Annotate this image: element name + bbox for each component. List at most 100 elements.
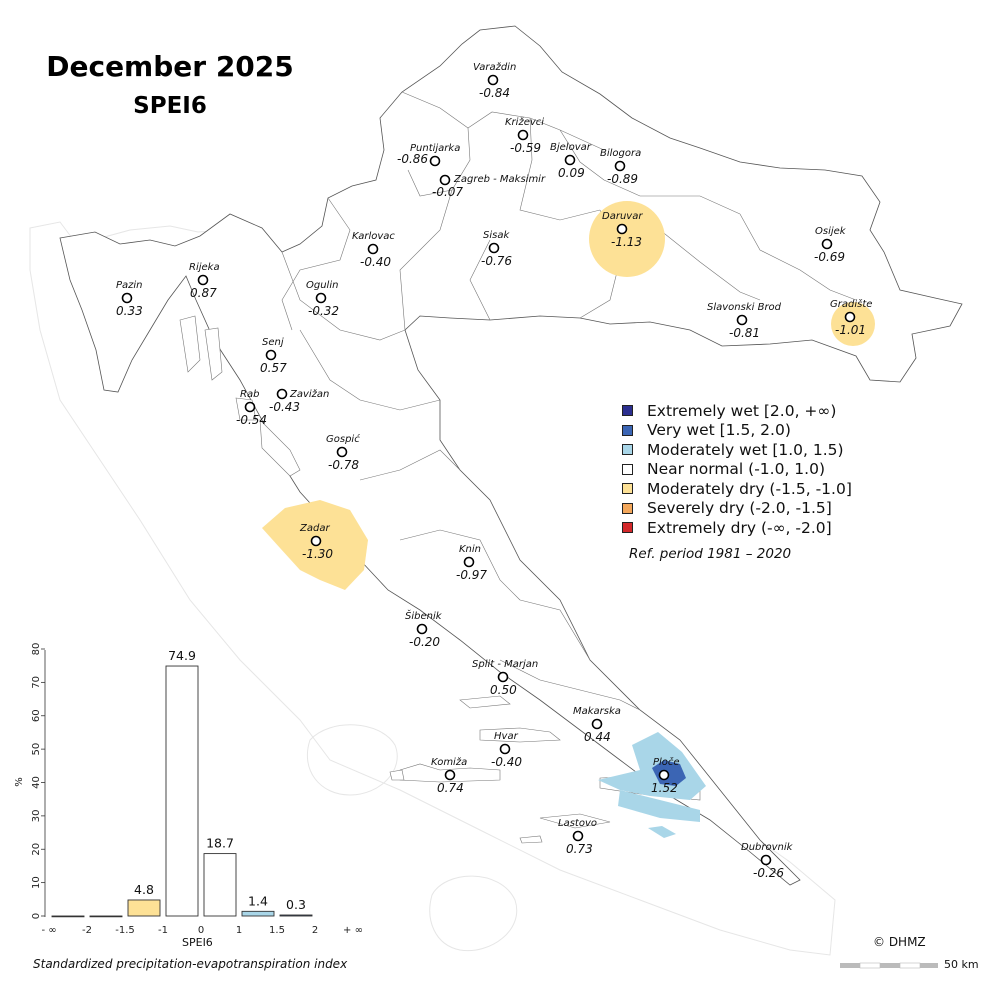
station-marker	[463, 556, 475, 568]
station-marker	[315, 292, 327, 304]
station: Križevci -0.59	[505, 116, 544, 155]
map-subtitle: SPEI6	[133, 93, 207, 119]
station-name: Gospić	[326, 433, 360, 445]
station-value: -0.59	[510, 141, 541, 155]
station: Rijeka 0.87	[189, 262, 220, 300]
station: Makarska 0.44	[573, 706, 621, 744]
station: Senj 0.57	[260, 337, 287, 375]
station-marker	[497, 671, 509, 683]
station-value: -0.43	[269, 400, 300, 414]
station-marker	[444, 769, 456, 781]
spei-zones	[262, 201, 875, 838]
station-marker	[276, 388, 288, 400]
legend-swatch	[622, 424, 633, 436]
station-value: -0.78	[328, 458, 359, 472]
legend-item: Near normal (-1.0, 1.0)	[622, 460, 852, 480]
station-value: 0.87	[190, 286, 217, 300]
legend-label: Near normal (-1.0, 1.0)	[647, 460, 826, 479]
station: Gospić -0.78	[326, 433, 360, 472]
station-marker	[416, 623, 428, 635]
station-marker	[197, 274, 209, 286]
station-value: 0.74	[437, 781, 464, 795]
station-name: Lastovo	[558, 818, 597, 829]
station-value: -0.54	[236, 413, 267, 427]
station-name: Bjelovar	[550, 142, 592, 153]
legend-swatch	[622, 405, 633, 417]
scale-bar-label: 50 km	[944, 958, 979, 971]
copyright: © DHMZ	[873, 935, 926, 949]
station-name: Križevci	[505, 116, 544, 128]
station: Gradište -1.01	[830, 298, 872, 337]
legend-item: Extremely wet [2.0, +∞)	[622, 401, 852, 421]
legend-item: Very wet [1.5, 2.0)	[622, 421, 852, 441]
station-value: 0.50	[490, 683, 517, 697]
hist-xtick-label: 0	[198, 925, 204, 936]
station-value: -0.26	[753, 866, 784, 880]
station-marker	[760, 854, 772, 866]
station-value: -1.01	[835, 323, 866, 337]
station-marker	[336, 446, 348, 458]
station-value: -0.97	[456, 568, 487, 582]
station-value: 0.57	[260, 361, 287, 375]
station-name: Slavonski Brod	[707, 302, 782, 313]
station-marker	[591, 718, 603, 730]
legend-label: Very wet [1.5, 2.0)	[647, 421, 791, 440]
station: Bjelovar 0.09	[550, 142, 592, 180]
station-name: Komiža	[431, 756, 467, 768]
station-name: Ogulin	[306, 280, 338, 291]
station: Ogulin -0.32	[306, 280, 339, 318]
station-marker	[488, 242, 500, 254]
station-marker	[265, 349, 277, 361]
hist-ytick-label: 10	[31, 876, 42, 889]
legend-swatch	[622, 522, 633, 534]
legend: Extremely wet [2.0, +∞) Very wet [1.5, 2.…	[622, 401, 852, 538]
county-borders	[281, 91, 857, 711]
sea-island-outline-south	[429, 875, 518, 952]
station-name: Ploče	[653, 756, 680, 768]
station-marker	[429, 155, 441, 167]
hist-bar-label: 1.4	[248, 893, 268, 908]
hist-bar	[165, 665, 199, 917]
station-value: 1.52	[651, 781, 678, 795]
hist-xtick-label: + ∞	[343, 925, 363, 936]
sea-island-outline	[306, 724, 398, 796]
station: Pazin 0.33	[116, 280, 143, 318]
station-marker	[487, 74, 499, 86]
station-name: Rijeka	[189, 262, 220, 273]
station-name: Osijek	[815, 226, 847, 237]
hist-xtick-label: -2	[82, 925, 92, 936]
legend-item: Extremely dry (-∞, -2.0]	[622, 518, 852, 538]
legend-swatch	[622, 483, 633, 495]
station: Bilogora -0.89	[600, 148, 641, 186]
station-value: -0.84	[479, 86, 510, 100]
hist-xtick-label: -1	[158, 925, 168, 936]
station-value: -0.69	[814, 250, 845, 264]
station-marker	[367, 243, 379, 255]
station-name: Pazin	[116, 280, 143, 291]
ref-period: Ref. period 1981 – 2020	[629, 546, 792, 562]
station: Hvar -0.40	[491, 731, 522, 769]
station: Dubrovnik -0.26	[741, 842, 794, 880]
station-name: Gradište	[830, 298, 872, 310]
hist-ytick-label: 80	[31, 643, 42, 656]
station-name: Hvar	[494, 731, 519, 742]
legend-item: Moderately dry (-1.5, -1.0]	[622, 479, 852, 499]
station: Lastovo 0.73	[558, 818, 597, 856]
station-name: Zagreb - Maksimir	[453, 174, 546, 185]
hist-subtitle: Standardized precipitation-evapotranspir…	[33, 957, 348, 971]
station-marker	[564, 154, 576, 166]
station-marker	[121, 292, 133, 304]
station-value: -1.13	[611, 235, 642, 249]
hist-ytick-label: 20	[31, 843, 42, 856]
station: Komiža 0.74	[431, 756, 467, 795]
station-value: -0.40	[360, 255, 391, 269]
station: Split - Marjan 0.50	[472, 659, 538, 697]
station-name: Sisak	[483, 230, 510, 241]
station: Šibenik -0.20	[405, 609, 443, 649]
legend-item: Moderately wet [1.0, 1.5)	[622, 440, 852, 460]
hist-xtick-label: 1	[236, 925, 242, 936]
station-value: -0.81	[729, 326, 760, 340]
station-value: 0.44	[584, 730, 611, 744]
hist-bar	[279, 914, 313, 917]
